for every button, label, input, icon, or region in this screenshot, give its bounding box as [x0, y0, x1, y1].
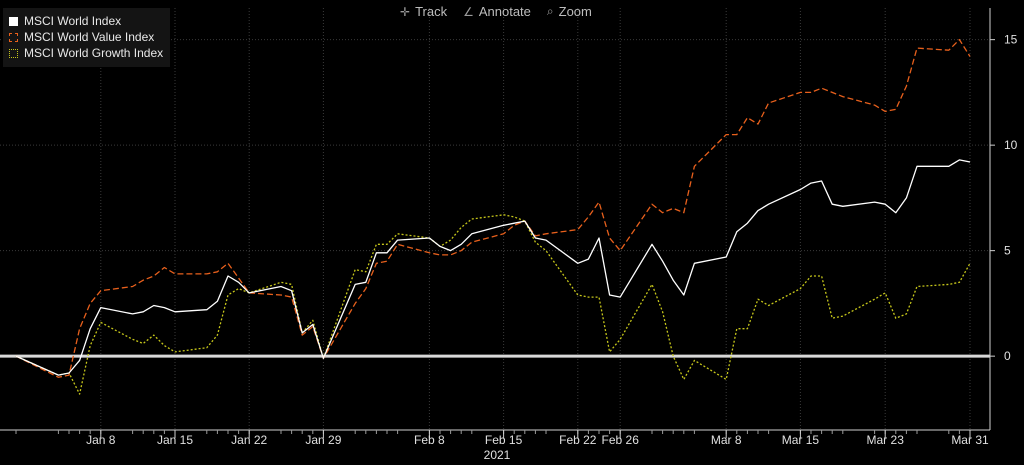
legend-swatch-growth	[9, 48, 18, 58]
x-tick-label: Jan 8	[86, 433, 116, 447]
legend-swatch-world	[9, 16, 18, 26]
legend-item-world[interactable]: MSCI World Index	[9, 13, 163, 29]
legend-item-growth[interactable]: MSCI World Growth Index	[9, 45, 163, 61]
legend-item-value[interactable]: MSCI World Value Index	[9, 29, 163, 45]
x-tick-label: Mar 15	[782, 433, 820, 447]
y-tick-label: 5	[1004, 244, 1011, 258]
magnifier-icon: ⌕	[546, 4, 554, 18]
zoom-label: Zoom	[558, 4, 592, 19]
axes: 0 5 10 15 Jan 8 Jan 15 Jan 22 Jan 29 Feb 8 Feb 15…	[0, 8, 1018, 462]
series-line-2	[15, 214, 971, 395]
x-tick-label: Mar 23	[867, 433, 905, 447]
zoom-button[interactable]: ⌕ Zoom	[547, 4, 592, 19]
legend-swatch-value	[9, 32, 18, 42]
y-tick-label: 15	[1004, 33, 1018, 47]
x-tick-label: Mar 8	[711, 433, 742, 447]
x-tick-label: Feb 8	[414, 433, 445, 447]
x-tick-label: Jan 15	[157, 433, 193, 447]
track-button[interactable]: ✛ Track	[400, 4, 447, 19]
x-tick-label: Feb 26	[602, 433, 640, 447]
y-tick-label: 10	[1004, 138, 1018, 152]
annotate-button[interactable]: ∠ Annotate	[463, 4, 531, 19]
x-tick-label: Jan 22	[231, 433, 267, 447]
chart-legend: MSCI World Index MSCI World Value Index …	[3, 8, 171, 67]
x-tick-label: Jan 29	[305, 433, 341, 447]
x-tick-label: Mar 31	[951, 433, 989, 447]
y-tick-label: 0	[1004, 349, 1011, 363]
legend-label-world: MSCI World Index	[24, 14, 122, 28]
series-line-0	[15, 159, 971, 376]
legend-label-value: MSCI World Value Index	[24, 30, 155, 44]
pencil-icon: ∠	[463, 4, 474, 19]
x-tick-label: Feb 22	[559, 433, 597, 447]
x-year-label: 2021	[484, 448, 511, 462]
x-tick-label: Feb 15	[485, 433, 523, 447]
chart-toolbar: ✛ Track ∠ Annotate ⌕ Zoom	[400, 4, 592, 19]
crosshair-icon: ✛	[400, 4, 411, 19]
series-lines	[15, 38, 971, 395]
series-line-1	[15, 38, 971, 378]
annotate-label: Annotate	[478, 4, 531, 19]
track-label: Track	[415, 4, 448, 19]
legend-label-growth: MSCI World Growth Index	[24, 46, 164, 60]
